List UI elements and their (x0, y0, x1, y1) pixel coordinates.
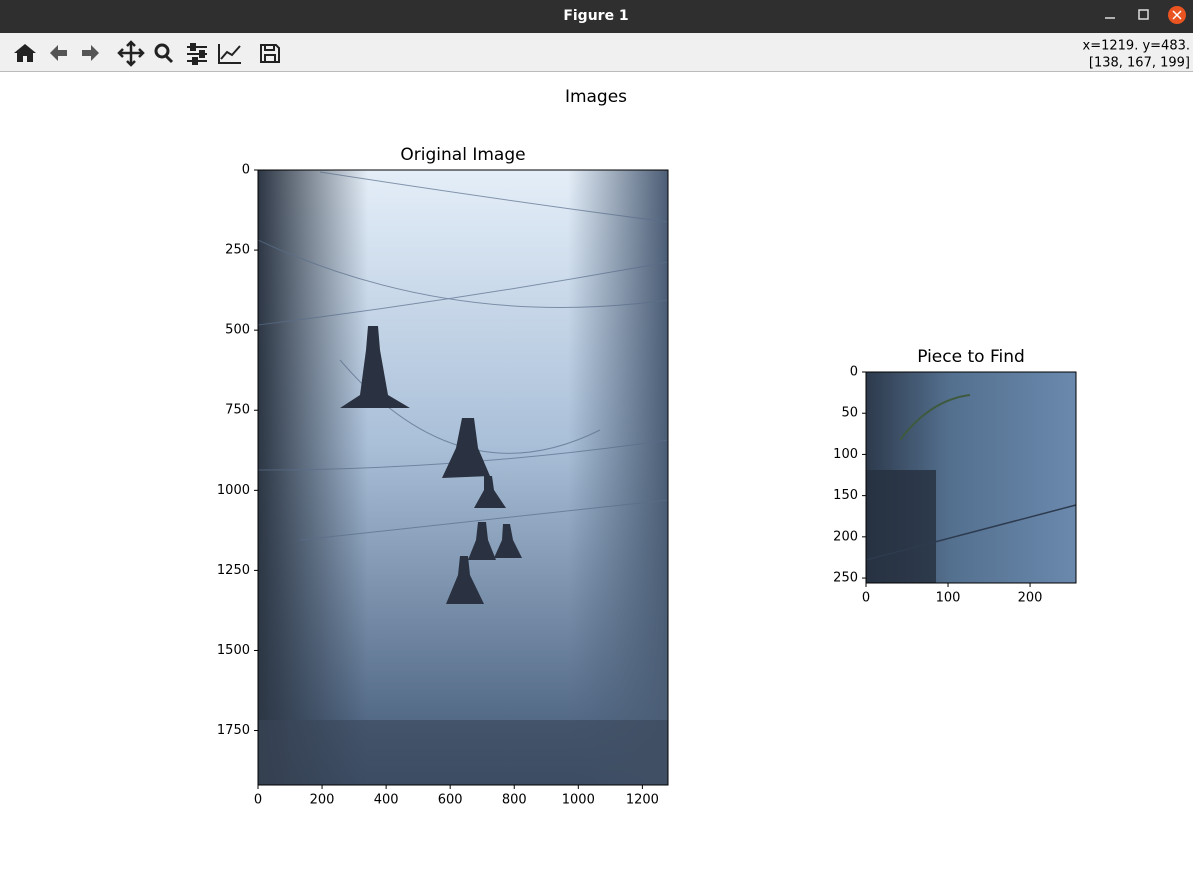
forward-button[interactable] (82, 45, 99, 61)
y-tick-label: 0 (850, 365, 858, 380)
title-bar (0, 0, 1193, 33)
y-tick-label: 1000 (217, 483, 250, 498)
axes-title: Piece to Find (917, 347, 1025, 367)
status-coordinates: x=1219. y=483. (1083, 39, 1190, 54)
y-tick-label: 200 (833, 529, 858, 544)
x-tick-label: 1200 (626, 793, 659, 808)
x-tick-label: 400 (374, 793, 399, 808)
edit-axes-button[interactable] (218, 44, 241, 64)
axes-frame (257, 169, 669, 786)
original-image (257, 170, 669, 785)
y-tick-label: 150 (833, 488, 858, 503)
y-tick-label: 1500 (217, 643, 250, 658)
x-tick-label: 0 (862, 591, 870, 606)
window-title: Figure 1 (563, 8, 628, 24)
x-tick-label: 800 (502, 793, 527, 808)
zoom-button[interactable] (154, 43, 174, 64)
back-button[interactable] (50, 45, 67, 61)
home-button[interactable] (14, 44, 36, 62)
y-tick-label: 100 (833, 447, 858, 462)
close-button[interactable] (1168, 6, 1186, 24)
x-tick-label: 200 (1018, 591, 1043, 606)
y-tick-label: 250 (225, 243, 250, 258)
axes-title: Original Image (400, 145, 525, 165)
maximize-button[interactable] (1138, 9, 1149, 20)
y-tick-label: 750 (225, 403, 250, 418)
y-tick-label: 50 (841, 406, 858, 421)
save-button[interactable] (260, 44, 280, 63)
x-tick-label: 0 (254, 793, 262, 808)
x-tick-label: 600 (438, 793, 463, 808)
piece-image (865, 372, 1077, 583)
subplots-button[interactable] (187, 43, 207, 65)
y-tick-label: 500 (225, 323, 250, 338)
y-tick-label: 1250 (217, 563, 250, 578)
status-pixel-value: [138, 167, 199] (1089, 56, 1190, 71)
pan-button[interactable] (117, 40, 145, 67)
toolbar (0, 33, 1193, 71)
axes-frame (865, 371, 1077, 584)
x-tick-label: 200 (310, 793, 335, 808)
y-tick-label: 250 (833, 571, 858, 586)
y-tick-label: 1750 (217, 723, 250, 738)
x-tick-label: 1000 (562, 793, 595, 808)
y-tick-label: 0 (242, 163, 250, 178)
x-tick-label: 100 (936, 591, 961, 606)
figure-title: Images (565, 87, 627, 107)
